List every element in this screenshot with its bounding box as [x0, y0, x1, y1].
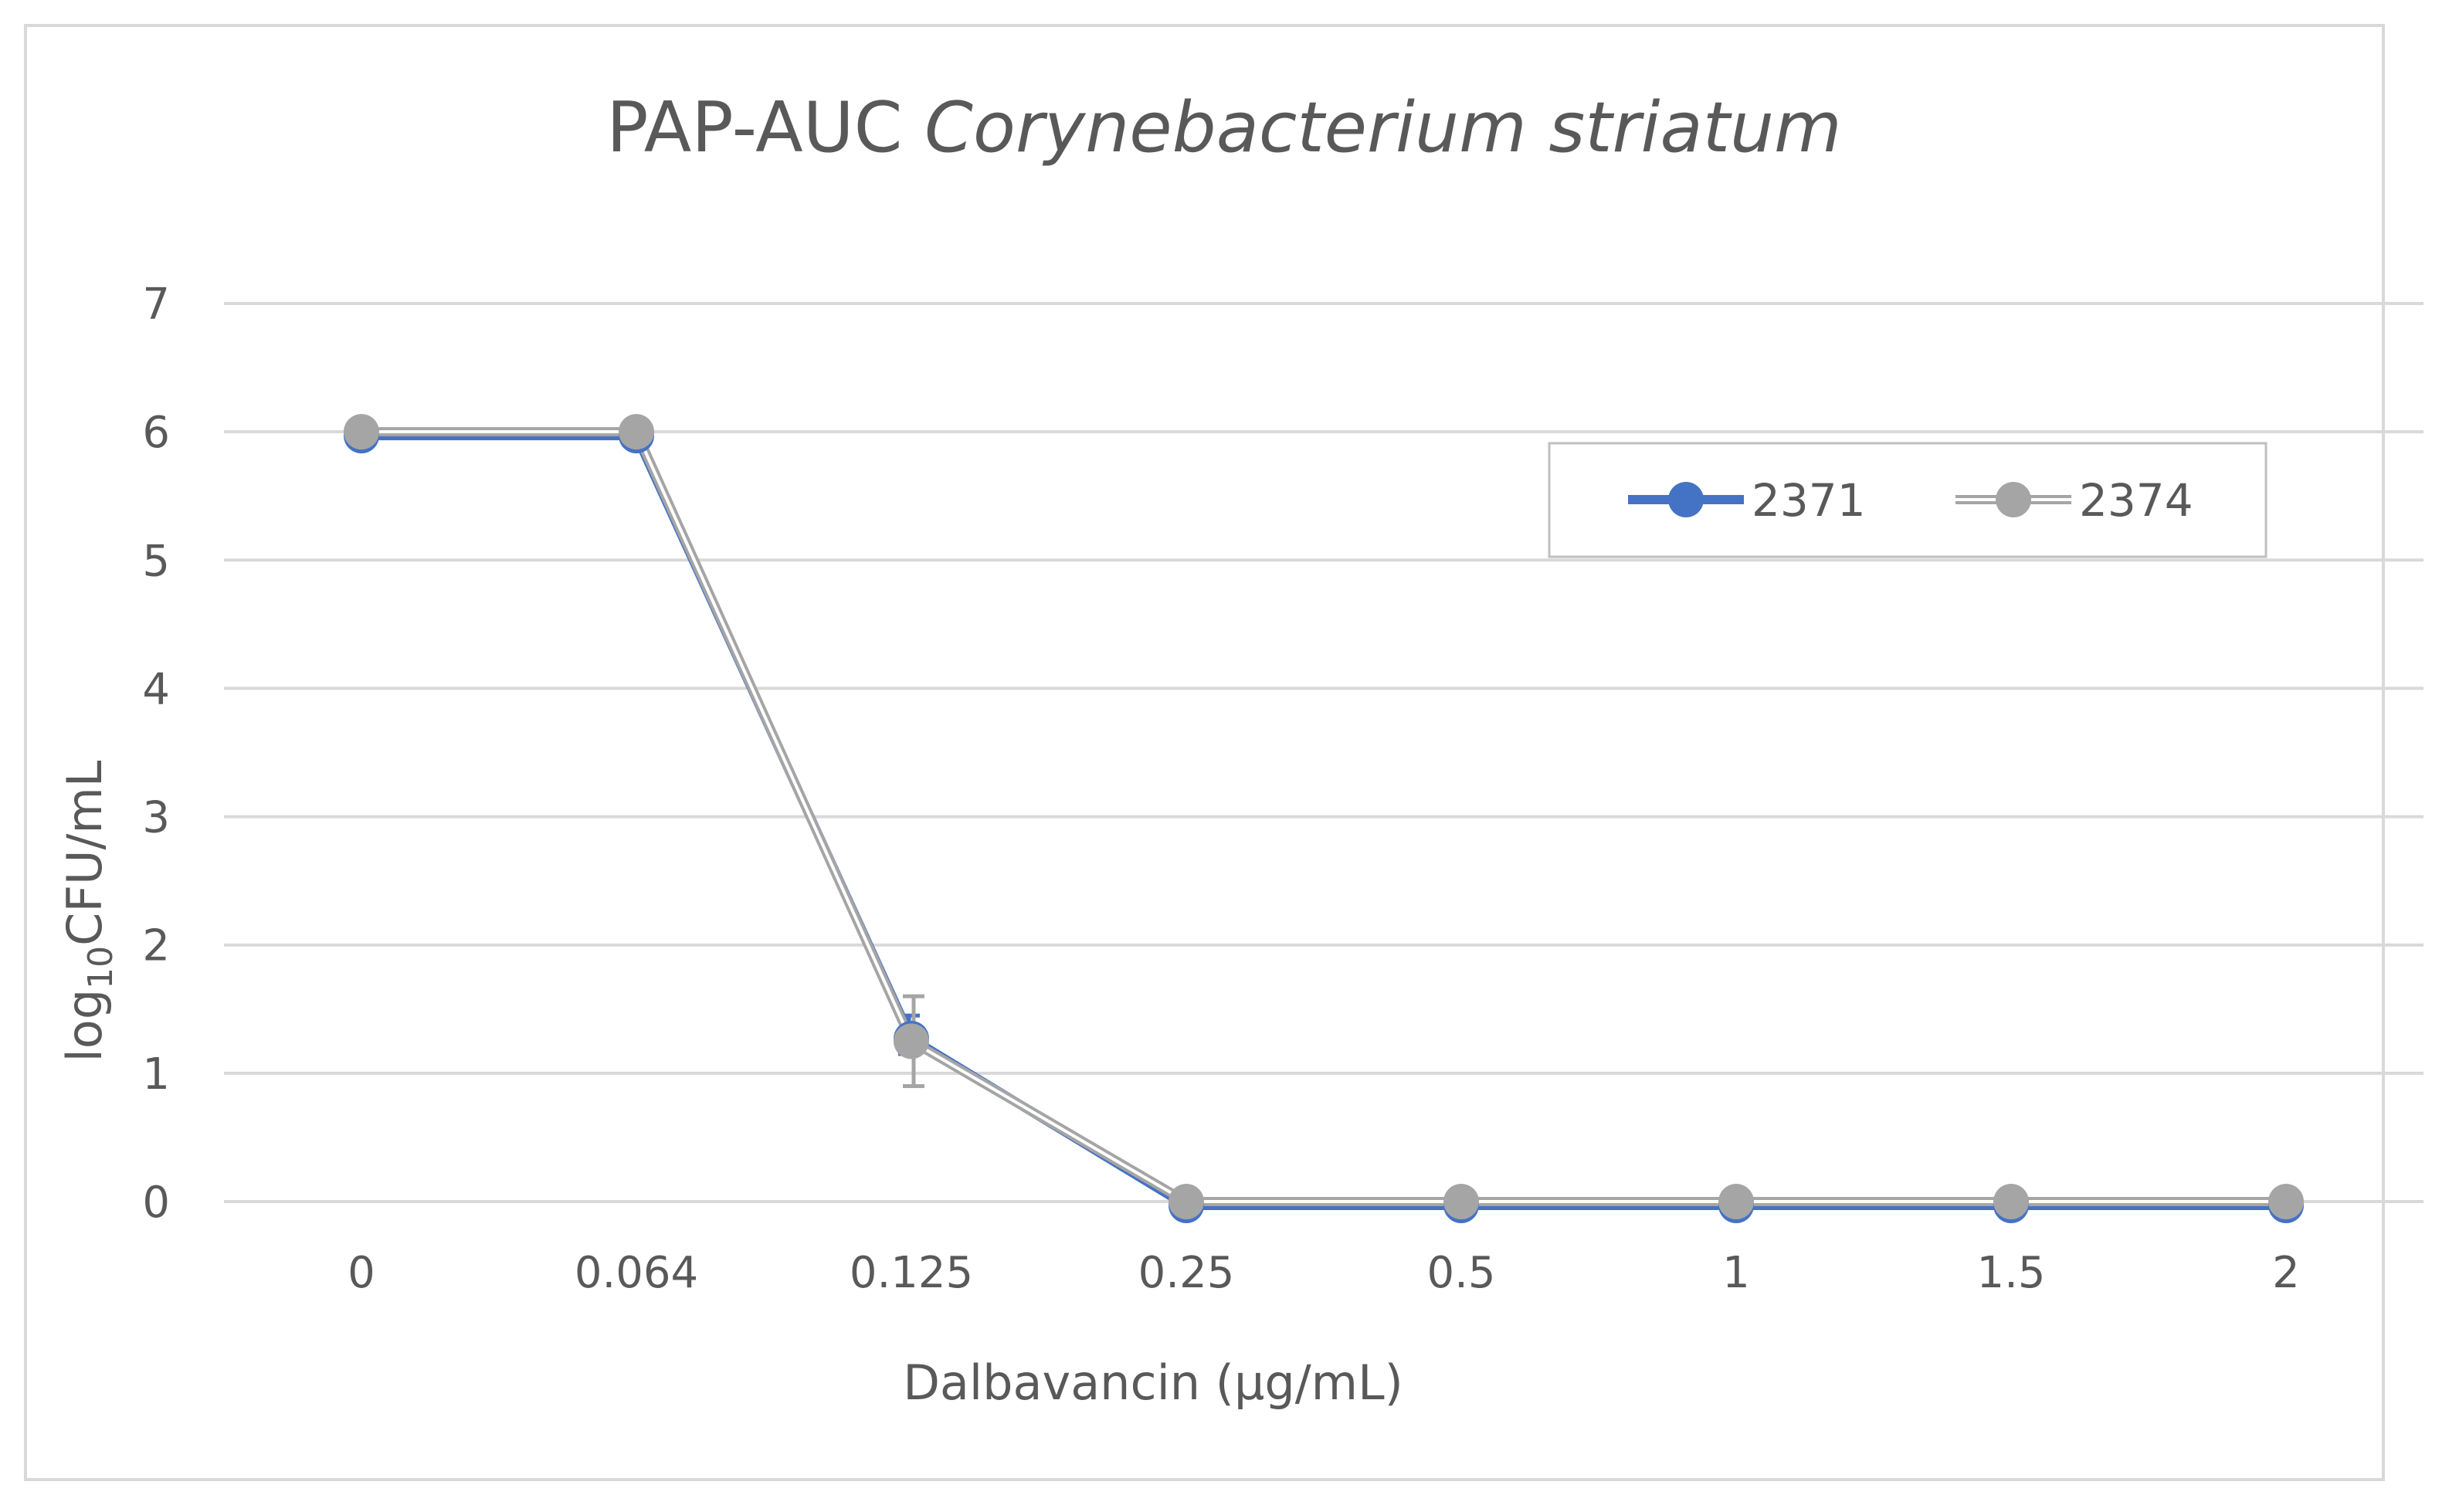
chart-title: PAP-AUC Corynebacterium striatum [606, 87, 1841, 168]
y-axis-title: log10CFU/mL [56, 760, 120, 1062]
series-markers [344, 414, 2304, 1223]
chart-border [24, 24, 2385, 1481]
legend-swatch-marker [1668, 482, 1704, 517]
data-point-2374 [619, 414, 654, 450]
data-point-2374 [1169, 1184, 1204, 1219]
data-point-2374 [1718, 1184, 1754, 1219]
legend-item-2374: 2374 [1955, 474, 2193, 527]
x-tick-labels: 0 0.064 0.125 0.25 0.5 1 1.5 2 [348, 1248, 2300, 1298]
series-lines [361, 427, 2286, 1210]
y-tick-label: 1 [142, 1049, 170, 1100]
x-tick-label: 0 [348, 1248, 375, 1298]
x-tick-label: 2 [2272, 1248, 2300, 1298]
x-tick-label: 0.125 [850, 1248, 973, 1298]
y-tick-labels: 0 1 2 3 4 5 6 7 [142, 280, 170, 1228]
y-tick-label: 4 [142, 664, 170, 714]
x-axis-title: Dalbavancin (µg/mL) [903, 1354, 1403, 1411]
y-tick-label: 5 [142, 536, 170, 586]
x-tick-label: 0.064 [575, 1248, 698, 1298]
legend-swatch-marker [1996, 482, 2031, 517]
chart-title-main: PAP-AUC [606, 87, 902, 168]
y-tick-label: 2 [142, 921, 170, 971]
x-tick-label: 0.5 [1426, 1248, 1495, 1298]
chart-title-italic: Corynebacterium striatum [924, 87, 1842, 168]
legend-item-2371: 2371 [1628, 474, 1866, 527]
data-point-2374 [1443, 1184, 1479, 1219]
y-tick-label: 0 [142, 1178, 170, 1228]
data-point-2374 [1993, 1184, 2029, 1219]
y-axis-title-subscript: 10 [81, 946, 120, 989]
y-tick-label: 6 [142, 408, 170, 458]
y-tick-label: 3 [142, 793, 170, 843]
x-tick-label: 1 [1722, 1248, 1750, 1298]
series-line-center [361, 430, 2286, 1203]
x-tick-label: 0.25 [1138, 1248, 1235, 1298]
x-tick-label: 1.5 [1976, 1248, 2045, 1298]
data-point-2374 [894, 1023, 929, 1059]
data-point-2374 [2268, 1184, 2304, 1219]
y-tick-label: 7 [142, 280, 170, 330]
data-point-2374 [344, 414, 379, 450]
legend-label: 2371 [1752, 474, 1866, 527]
legend-label: 2374 [2079, 474, 2193, 527]
legend: 2371 2374 [1548, 442, 2268, 558]
